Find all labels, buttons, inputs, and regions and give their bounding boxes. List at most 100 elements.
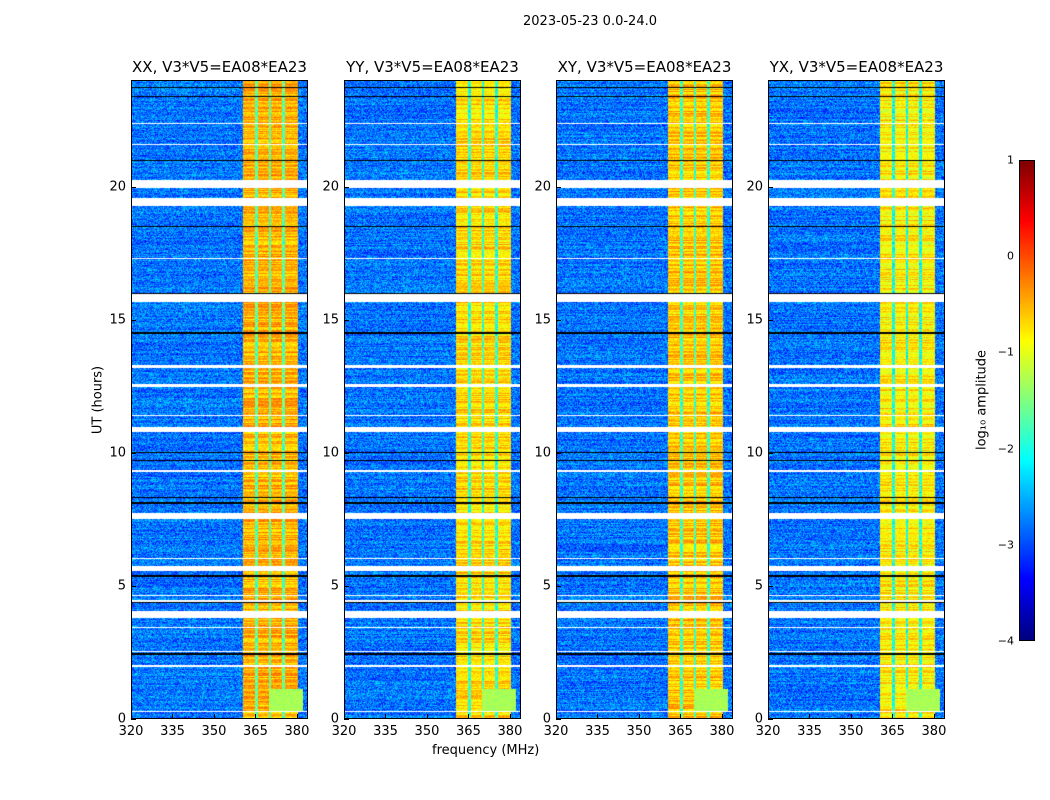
- x-tick-label: 320: [755, 724, 781, 739]
- x-tick-label: 350: [838, 724, 864, 739]
- y-tick-mark: [131, 319, 136, 321]
- y-tick-mark: [344, 452, 349, 454]
- x-tick-mark: [556, 714, 557, 719]
- y-tick-label: 15: [746, 312, 763, 328]
- y-tick-mark: [131, 452, 136, 454]
- spectrogram-image: [557, 81, 732, 718]
- spectrogram-image: [132, 81, 307, 718]
- colorbar-tick-label: −4: [997, 634, 1014, 648]
- x-tick-label: 380: [284, 724, 310, 739]
- y-tick-mark: [768, 585, 773, 587]
- y-tick-label: 20: [746, 179, 763, 194]
- x-tick-mark: [892, 714, 894, 719]
- colorbar-tick-label: −1: [997, 345, 1014, 359]
- y-tick-label: 0: [542, 711, 551, 727]
- x-tick-label: 335: [160, 724, 185, 739]
- x-tick-mark: [638, 714, 640, 719]
- x-tick-mark: [933, 714, 935, 719]
- y-tick-label: 5: [330, 578, 339, 594]
- y-tick-label: 20: [109, 179, 126, 194]
- x-tick-mark: [809, 714, 811, 719]
- x-tick-mark: [344, 714, 345, 719]
- y-tick-mark: [344, 186, 349, 188]
- x-tick-label: 365: [456, 724, 481, 739]
- x-tick-label: 380: [709, 724, 735, 739]
- spectrogram-panel: [344, 80, 521, 719]
- y-tick-mark: [556, 319, 561, 321]
- figure-title: 2023-05-23 0.0-24.0: [523, 14, 657, 29]
- y-tick-mark: [131, 719, 136, 720]
- y-tick-label: 5: [117, 578, 126, 594]
- y-tick-mark: [344, 719, 349, 720]
- x-tick-label: 335: [797, 724, 822, 739]
- y-tick-label: 15: [534, 312, 551, 328]
- colorbar-tick-label: −3: [997, 538, 1014, 552]
- x-tick-mark: [296, 714, 298, 719]
- x-tick-label: 380: [497, 724, 523, 739]
- colorbar-label: log₁₀ amplitude: [974, 349, 990, 451]
- y-tick-label: 5: [542, 578, 551, 594]
- x-tick-mark: [255, 714, 257, 719]
- x-tick-label: 350: [414, 724, 440, 739]
- spectrogram-panel: [556, 80, 733, 719]
- x-tick-label: 335: [585, 724, 610, 739]
- x-tick-label: 365: [880, 724, 905, 739]
- x-tick-mark: [509, 714, 511, 719]
- x-tick-mark: [721, 714, 723, 719]
- x-tick-label: 365: [243, 724, 268, 739]
- y-tick-mark: [768, 319, 773, 321]
- y-tick-mark: [768, 719, 773, 720]
- x-tick-label: 320: [331, 724, 357, 739]
- x-tick-mark: [213, 714, 215, 719]
- y-tick-label: 15: [109, 312, 126, 328]
- y-tick-mark: [768, 452, 773, 454]
- y-tick-label: 0: [754, 711, 763, 727]
- spectrogram-image: [769, 81, 944, 718]
- colorbar-tick-label: 1: [1007, 153, 1014, 167]
- y-tick-label: 10: [109, 445, 126, 461]
- x-tick-label: 320: [543, 724, 569, 739]
- panel-title: YX, V3*V5=EA08*EA23: [769, 58, 944, 76]
- x-tick-label: 350: [201, 724, 227, 739]
- y-tick-mark: [556, 585, 561, 587]
- x-tick-mark: [468, 714, 470, 719]
- colorbar-tick-label: 0: [1007, 249, 1014, 263]
- y-tick-mark: [131, 585, 136, 587]
- x-tick-mark: [426, 714, 428, 719]
- panel-title: YY, V3*V5=EA08*EA23: [346, 58, 519, 76]
- x-tick-mark: [385, 714, 387, 719]
- y-tick-mark: [556, 452, 561, 454]
- y-tick-mark: [344, 585, 349, 587]
- y-tick-label: 5: [754, 578, 763, 594]
- y-tick-mark: [344, 319, 349, 321]
- x-tick-mark: [172, 714, 174, 719]
- x-tick-label: 320: [118, 724, 144, 739]
- y-tick-label: 0: [117, 711, 126, 727]
- x-tick-label: 335: [373, 724, 398, 739]
- y-tick-label: 20: [322, 179, 339, 194]
- x-tick-mark: [680, 714, 682, 719]
- spectrogram-image: [345, 81, 520, 718]
- y-tick-label: 10: [322, 445, 339, 461]
- spectrogram-panel: [131, 80, 308, 719]
- y-tick-label: 0: [330, 711, 339, 727]
- y-axis-label: UT (hours): [90, 365, 106, 435]
- x-tick-label: 365: [668, 724, 693, 739]
- x-axis-label: frequency (MHz): [432, 743, 540, 758]
- y-tick-mark: [556, 186, 561, 188]
- x-tick-mark: [597, 714, 599, 719]
- spectrogram-panel: [768, 80, 945, 719]
- y-tick-label: 20: [534, 179, 551, 194]
- colorbar: [1019, 160, 1035, 641]
- y-tick-mark: [131, 186, 136, 188]
- x-tick-mark: [131, 714, 132, 719]
- y-tick-label: 10: [746, 445, 763, 461]
- x-tick-mark: [768, 714, 769, 719]
- y-tick-mark: [556, 719, 561, 720]
- colorbar-tick-label: −2: [997, 442, 1014, 456]
- y-tick-mark: [768, 186, 773, 188]
- panel-title: XY, V3*V5=EA08*EA23: [557, 58, 732, 76]
- y-tick-label: 10: [534, 445, 551, 461]
- x-tick-label: 350: [626, 724, 652, 739]
